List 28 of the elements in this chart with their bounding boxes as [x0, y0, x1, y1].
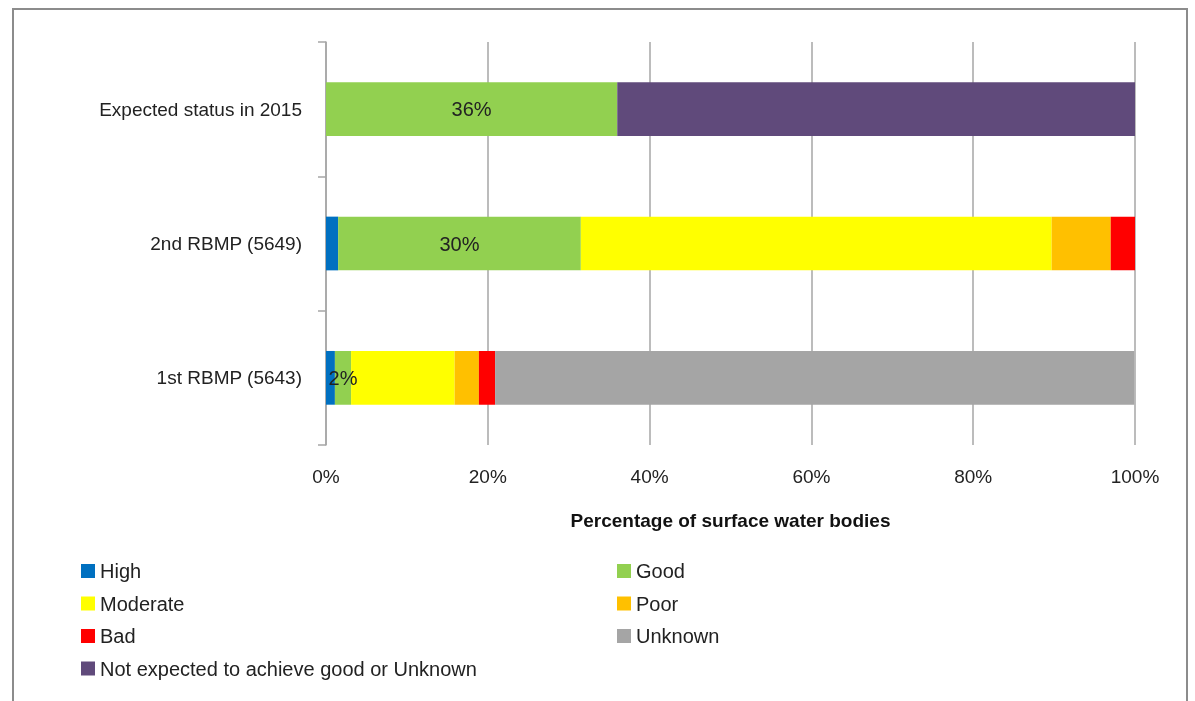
legend-label: Poor [636, 592, 679, 615]
legend-label: Bad [100, 625, 136, 647]
bar [326, 82, 618, 137]
legend-label: Moderate [100, 592, 185, 615]
bar [1051, 216, 1111, 271]
legend-label: High [100, 560, 142, 582]
y-tick-label: 1st RBMP (5643) [156, 367, 302, 389]
bar [617, 82, 1135, 137]
x-tick-label: 0% [312, 466, 340, 487]
x-tick-label: 40% [630, 466, 669, 487]
y-tick-label: 2nd RBMP (5649) [150, 233, 302, 254]
legend-label: Unknown [636, 625, 720, 647]
x-tick-label: 60% [792, 466, 831, 487]
data-label: 36% [451, 98, 492, 121]
bar [326, 216, 339, 271]
x-axis-title: Percentage of surface water bodies [570, 510, 891, 531]
y-tick-label: Expected status in 2015 [99, 98, 302, 120]
x-tick-label: 80% [954, 466, 993, 487]
legend-label: Not expected to achieve good or Unknown [100, 657, 477, 680]
x-tick-label: 20% [468, 466, 507, 487]
bar [580, 216, 1052, 271]
legend-label: Good [636, 560, 685, 582]
bar [478, 350, 496, 405]
data-label: 30% [439, 232, 480, 255]
bar [1110, 216, 1135, 271]
bar [338, 216, 581, 271]
bar [454, 350, 479, 405]
x-tick-label: 100% [1110, 466, 1160, 487]
